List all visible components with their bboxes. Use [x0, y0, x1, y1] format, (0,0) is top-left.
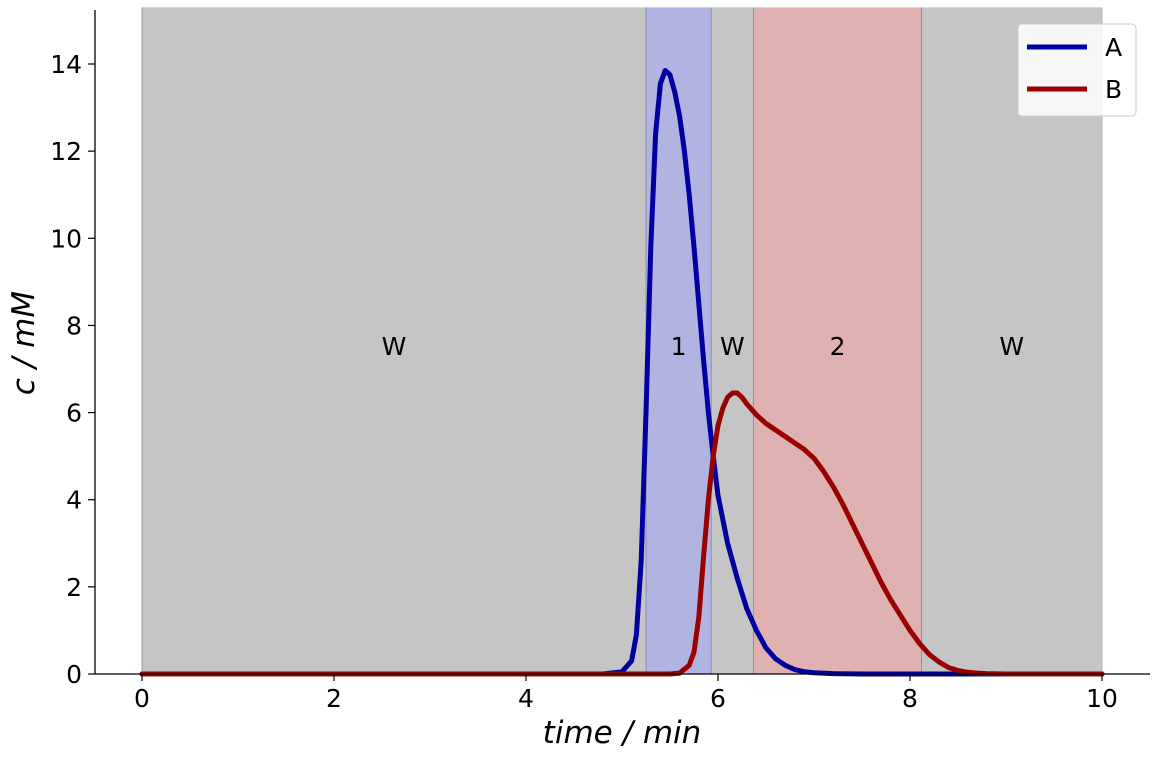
x-tick-label: 4 — [518, 684, 534, 713]
series-lines — [139, 68, 1105, 677]
y-tick-label: 8 — [66, 311, 82, 340]
fraction-label-0: W — [382, 332, 407, 361]
x-tick-label: 2 — [326, 684, 342, 713]
x-tick-label: 0 — [134, 684, 150, 713]
y-ticks: 0 2 4 6 8 10 12 14 — [50, 50, 95, 689]
x-tick-label: 6 — [710, 684, 726, 713]
fraction-label-2: W — [720, 332, 745, 361]
series-line-B — [139, 390, 1105, 677]
legend: AB — [1017, 23, 1137, 117]
fraction-label-1: 1 — [671, 332, 687, 361]
y-tick-label: 2 — [66, 573, 82, 602]
x-tick-label: 10 — [1086, 684, 1118, 713]
x-ticks: 0 2 4 6 8 10 — [134, 674, 1118, 713]
fraction-region-0 — [142, 7, 646, 675]
series-line-A — [139, 68, 1105, 677]
fraction-labels: W 1 W 2 W — [382, 332, 1024, 361]
y-tick-label: 6 — [66, 399, 82, 428]
y-tick-label: 4 — [66, 486, 82, 515]
fraction-label-4: W — [999, 332, 1024, 361]
y-tick-label: 14 — [50, 50, 82, 79]
fraction-region-4 — [921, 7, 1102, 675]
fraction-regions — [141, 7, 1103, 675]
y-axis-title: c / mM — [6, 291, 42, 395]
legend-label-B: B — [1105, 75, 1122, 104]
fraction-region-3 — [753, 7, 922, 675]
legend-label-A: A — [1105, 33, 1122, 62]
x-axis-title: time / min — [543, 715, 702, 751]
y-tick-label: 0 — [66, 660, 82, 689]
axes — [94, 10, 1150, 675]
x-tick-label: 8 — [902, 684, 918, 713]
y-tick-label: 10 — [50, 224, 82, 253]
y-tick-label: 12 — [50, 137, 82, 166]
fraction-label-3: 2 — [830, 332, 846, 361]
